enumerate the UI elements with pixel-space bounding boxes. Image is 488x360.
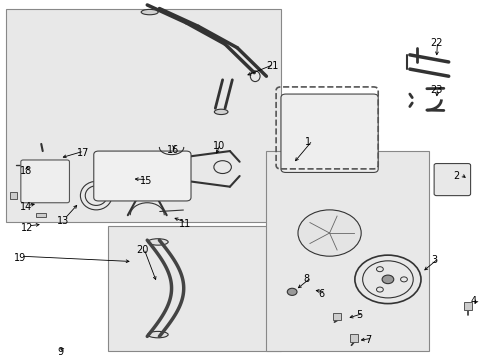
Bar <box>350 334 358 342</box>
Ellipse shape <box>141 9 158 15</box>
FancyBboxPatch shape <box>21 160 69 203</box>
Ellipse shape <box>147 332 168 338</box>
Text: 6: 6 <box>318 289 324 299</box>
Circle shape <box>287 288 296 296</box>
Bar <box>463 302 471 310</box>
Bar <box>36 213 46 217</box>
Circle shape <box>381 275 393 284</box>
Text: 3: 3 <box>431 255 437 265</box>
Text: 22: 22 <box>429 39 442 49</box>
Ellipse shape <box>214 109 227 114</box>
Text: 17: 17 <box>77 148 89 158</box>
FancyBboxPatch shape <box>94 151 191 201</box>
Text: 9: 9 <box>57 347 63 357</box>
Ellipse shape <box>80 181 112 210</box>
Circle shape <box>297 210 361 256</box>
Text: 10: 10 <box>212 141 224 151</box>
Text: 7: 7 <box>365 335 370 345</box>
Text: 4: 4 <box>469 296 476 306</box>
Text: 20: 20 <box>136 245 149 255</box>
FancyBboxPatch shape <box>433 163 469 195</box>
Text: 16: 16 <box>166 145 179 156</box>
Text: 23: 23 <box>429 85 442 95</box>
Text: 8: 8 <box>303 274 309 284</box>
Text: 12: 12 <box>21 223 33 233</box>
Text: 21: 21 <box>266 61 278 71</box>
Text: 14: 14 <box>20 202 32 212</box>
Ellipse shape <box>147 239 168 245</box>
Text: 15: 15 <box>140 176 152 186</box>
Text: 11: 11 <box>179 219 191 229</box>
Bar <box>10 192 17 199</box>
Text: 2: 2 <box>453 171 459 181</box>
Bar <box>108 226 281 351</box>
Circle shape <box>354 255 420 303</box>
FancyBboxPatch shape <box>281 94 377 172</box>
Bar <box>266 151 428 351</box>
Text: 5: 5 <box>356 310 362 320</box>
Text: 1: 1 <box>305 137 311 147</box>
Text: 19: 19 <box>14 253 26 263</box>
Text: 18: 18 <box>20 166 32 176</box>
Text: 13: 13 <box>57 216 69 226</box>
Bar <box>6 9 281 222</box>
Bar <box>333 312 341 320</box>
